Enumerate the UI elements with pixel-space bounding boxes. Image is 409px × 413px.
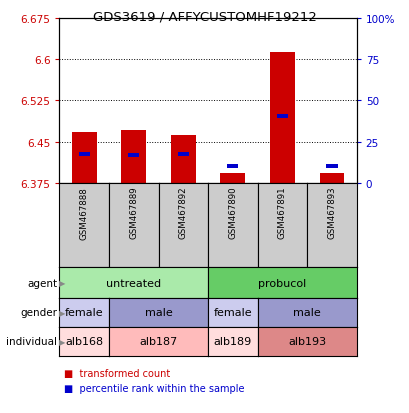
Bar xyxy=(171,135,195,184)
Text: GSM467889: GSM467889 xyxy=(129,186,138,239)
Text: ■  transformed count: ■ transformed count xyxy=(63,368,169,378)
Text: ▶: ▶ xyxy=(59,308,65,317)
Text: ■  percentile rank within the sample: ■ percentile rank within the sample xyxy=(63,383,243,393)
Bar xyxy=(227,164,238,169)
Bar xyxy=(220,174,245,184)
Text: gender: gender xyxy=(20,308,57,318)
Bar xyxy=(276,115,287,119)
Bar xyxy=(326,164,337,169)
Text: untreated: untreated xyxy=(106,278,161,288)
Text: alb187: alb187 xyxy=(139,337,177,347)
Text: male: male xyxy=(292,308,320,318)
Bar xyxy=(319,174,344,184)
Text: individual: individual xyxy=(7,337,57,347)
Bar xyxy=(270,53,294,184)
Text: alb168: alb168 xyxy=(65,337,103,347)
Text: agent: agent xyxy=(27,278,57,288)
Text: female: female xyxy=(213,308,252,318)
Text: probucol: probucol xyxy=(258,278,306,288)
Text: GSM467890: GSM467890 xyxy=(228,186,237,239)
Bar xyxy=(121,131,146,184)
Text: GSM467892: GSM467892 xyxy=(178,186,187,239)
Bar xyxy=(72,133,97,184)
Bar xyxy=(128,154,139,158)
Text: ▶: ▶ xyxy=(59,278,65,287)
Text: alb193: alb193 xyxy=(288,337,326,347)
Text: GSM467888: GSM467888 xyxy=(79,186,88,239)
Bar xyxy=(177,152,189,156)
Text: GSM467891: GSM467891 xyxy=(277,186,286,239)
Text: female: female xyxy=(65,308,103,318)
Text: GDS3619 / AFFYCUSTOMHF19212: GDS3619 / AFFYCUSTOMHF19212 xyxy=(93,10,316,23)
Text: GSM467893: GSM467893 xyxy=(327,186,336,239)
Text: alb189: alb189 xyxy=(213,337,252,347)
Text: ▶: ▶ xyxy=(59,337,65,346)
Bar xyxy=(79,152,90,156)
Text: male: male xyxy=(144,308,172,318)
